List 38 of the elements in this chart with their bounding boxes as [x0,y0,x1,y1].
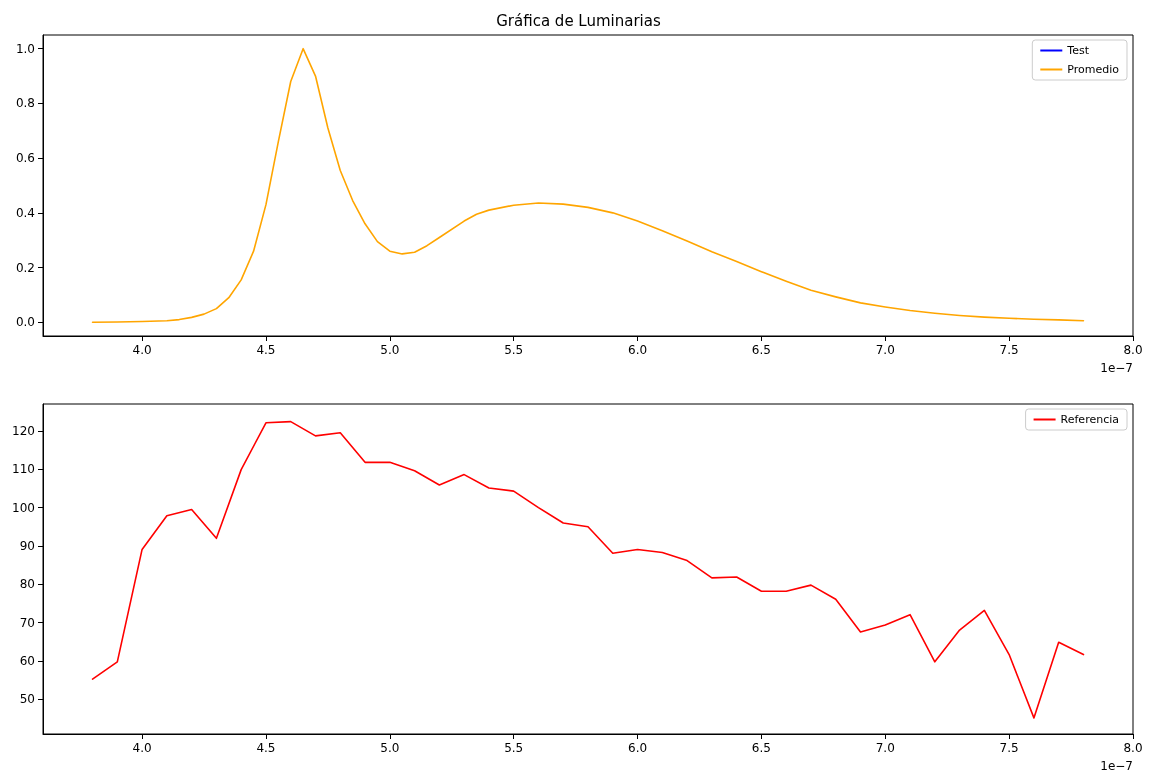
x-tick-label: 4.5 [256,741,276,755]
y-tick-label: 110 [12,462,35,477]
x-tick-label: 8.0 [1123,343,1143,357]
y-tick-label: 120 [12,423,35,438]
y-tick-label: 80 [19,577,35,592]
x-tick-label: 6.5 [751,741,771,755]
y-tick-label: 0.4 [15,205,35,220]
y-tick-label: 90 [19,538,35,553]
x-tick-label: 5.0 [380,741,400,755]
y-tick-label: 60 [19,654,35,669]
y-tick-label: 100 [12,500,35,515]
x-tick-label: 7.5 [999,741,1019,755]
text: 1e−7 [1100,759,1134,773]
text: 1e−7 [1100,361,1134,375]
x-tick-label: 5.0 [380,343,400,357]
y-tick-label: 50 [19,692,35,707]
x-tick-label: 6.0 [628,343,648,357]
y-tick-label: 1.0 [15,41,35,56]
x-tick-label: 8.0 [1123,741,1143,755]
legend-label: Promedio [1067,63,1120,76]
y-tick-label: 0.0 [15,315,35,330]
legend-label: Referencia [1060,413,1119,426]
y-tick-label: 0.8 [15,96,35,111]
x-tick-label: 7.5 [999,343,1019,357]
x-tick-label: 4.0 [132,741,152,755]
x-tick-label: 6.0 [628,741,648,755]
x-tick-label: 7.0 [875,741,895,755]
y-tick-label: 70 [19,615,35,630]
legend-label: Test [1066,44,1090,57]
x-tick-label: 7.0 [875,343,895,357]
x-tick-label: 4.5 [256,343,276,357]
x-tick-label: 5.5 [504,741,524,755]
x-tick-label: 4.0 [132,343,152,357]
chart-title: Gráfica de Luminarias [496,11,661,30]
y-tick-label: 0.2 [15,260,35,275]
y-tick-label: 0.6 [15,151,35,166]
x-tick-label: 6.5 [751,343,771,357]
x-tick-label: 5.5 [504,343,524,357]
